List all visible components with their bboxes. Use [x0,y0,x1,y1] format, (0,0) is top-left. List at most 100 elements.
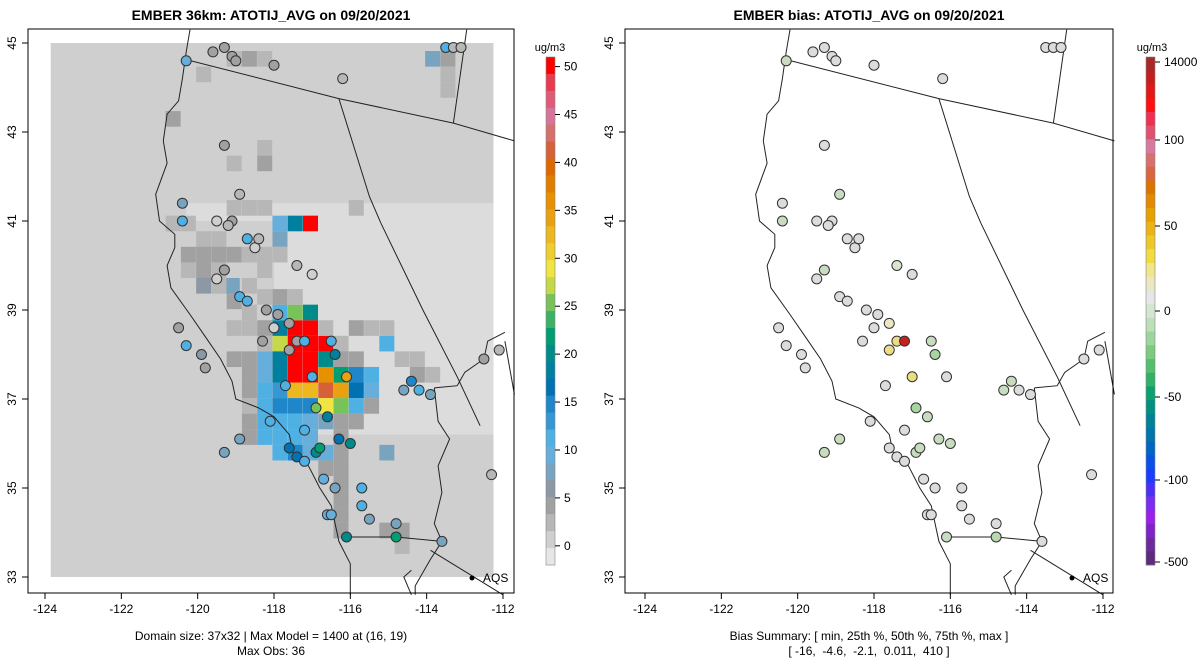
colorbar-tick-label: 5 [564,491,571,505]
bias-site-marker [899,335,911,347]
grid-cell [333,398,349,414]
colorbar-swatch [546,226,555,244]
grid-cell [287,351,303,368]
colorbar-swatch [546,209,555,227]
grid-cell [348,366,364,383]
colorbar-tick-label: 30 [564,251,578,265]
colorbar: 0 5 10 15 20 25 30 35 40 45 50 [545,56,578,566]
colorbar-swatch [1146,84,1155,99]
bias-site-marker [818,41,830,53]
state-borders [155,29,515,596]
boundary-line [414,387,451,595]
colorbar-swatch [1146,208,1155,223]
colorbar-tick-label: 15 [564,395,578,409]
colorbar-tick-label: -100 [1164,473,1188,487]
boundary-line [782,58,1115,142]
y-tick-label: 35 [602,481,616,495]
obs-site-marker [268,59,280,71]
grid-cell [287,398,303,414]
colorbar-tick-label: 40 [564,155,578,169]
plot-frame [27,28,515,594]
obs-site-marker [264,415,276,427]
colorbar-swatch [546,548,555,566]
y-tick-label: 35 [5,481,19,495]
bias-site-marker [956,482,968,494]
grid-cell [257,262,273,279]
boundary-line [434,331,506,389]
bias-site-marker [1086,469,1098,481]
obs-site-marker [299,424,311,436]
y-tick-label: 39 [602,303,616,317]
bias-site-marker [990,531,1002,543]
colorbar-swatch [546,311,555,329]
bias-site-marker [830,55,842,67]
grid-cell [165,215,181,232]
colorbar-swatch [1146,180,1155,195]
obs-site-marker [211,215,223,227]
colorbar-swatch [1146,386,1155,401]
grid-cell [287,429,303,445]
bias-site-marker [883,317,895,329]
obs-site-marker [283,317,295,329]
obs-site-marker [337,73,349,85]
colorbar-swatch [546,480,555,498]
bias-site-marker [906,268,918,280]
grid-cell [318,366,334,383]
bias-site-marker [1024,389,1036,401]
boundary-line [430,549,504,596]
colorbar-frame [545,56,556,566]
colorbar-swatch [546,57,555,75]
grid-cell [196,231,212,247]
y-tick-label: 43 [5,125,19,139]
bias-site-marker [1005,375,1017,387]
obs-site-marker [218,264,230,276]
bias-site-marker [872,308,884,320]
colorbar-tick-label: 35 [564,203,578,217]
obs-site-marker [257,335,269,347]
grid-cell [287,382,303,399]
colorbar-swatch [1146,510,1155,525]
bias-site-marker [944,438,956,449]
colorbar-tick-label: 0 [564,539,571,553]
bias-site-marker [776,197,788,209]
colorbar-swatch [1146,70,1155,85]
bias-site-marker [834,433,846,445]
state-borders [755,29,1115,596]
bias-site-marker [925,335,937,347]
x-axis: -124 -122 -120 -118 -116 -114 -112 [633,593,1115,616]
model-panel: EMBER 36km: ATOTIJ_AVG on 09/20/2021 -12… [5,7,578,658]
obs-site-marker [455,41,467,53]
bias-site-marker [906,371,918,383]
x-tick-label: -124 [633,602,657,616]
grid-cell [348,351,364,368]
bias-site-marker [956,500,968,512]
colorbar-tick-label: 25 [564,299,578,313]
boundary-line [403,569,412,595]
grid-cell [287,366,303,383]
bias-site-marker [811,215,823,227]
bias-site-marker [776,215,788,227]
bias-site-marker [860,304,872,316]
colorbar-swatch [1146,139,1155,154]
obs-site-marker [344,438,356,449]
bias-site-marker [822,219,834,231]
grid-cell [226,155,242,172]
obs-site-marker [405,375,417,387]
grid-cell [241,413,257,430]
grid-cell [379,335,395,352]
obs-site-marker [341,531,353,543]
grid-cell [348,320,364,336]
obs-site-marker [218,41,230,53]
bias-site-marker [937,73,949,85]
bias-site-marker [853,233,865,245]
bias-site-marker [899,455,911,467]
grid-cell [257,429,273,445]
boundary-line [1014,387,1051,595]
grid-cell [272,429,288,445]
grid-cell [180,262,196,279]
bias-site-marker [1093,344,1105,356]
obs-site-marker [390,518,402,530]
grid-cell [257,140,273,156]
obs-site-marker [356,482,368,494]
bias-site-marker [921,411,933,423]
